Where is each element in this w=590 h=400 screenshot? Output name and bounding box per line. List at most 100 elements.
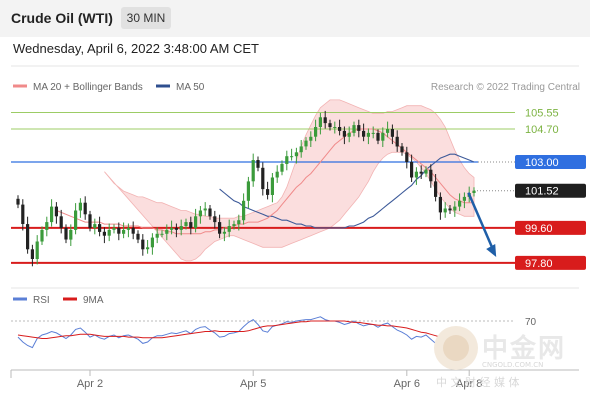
candle-body [222,231,226,234]
chart-timestamp: Wednesday, April 6, 2022 3:48:00 AM CET [13,41,259,56]
candle-body [117,227,121,234]
candle-body [184,222,188,226]
candle-body [232,224,236,226]
x-axis-label: Apr 6 [394,378,420,390]
candle-body [410,162,414,178]
ma20-line [56,128,474,235]
candle-body [390,129,394,137]
moving-averages [56,128,475,235]
candle-body [256,160,260,168]
candle-body [261,167,265,190]
candle-body [170,227,174,230]
candle-body [280,163,284,172]
candle-body [126,227,130,230]
level-labels: 105.55 104.70 103.00 101.52 99.60 97.80 [515,108,586,270]
candle-body [424,169,428,174]
candle-body [386,129,390,133]
candle-body [304,140,308,147]
x-axis-label: Apr 8 [456,378,482,390]
candle-body [448,208,452,211]
candle-body [366,132,370,137]
candle-body [102,231,106,236]
candle-body [141,239,145,250]
watermark-logo [434,326,478,370]
candle-body [362,130,366,137]
candle-body [136,233,140,240]
support-label: 99.60 [525,223,553,235]
candle-body [270,177,274,195]
timeframe-badge[interactable]: 30 MIN [121,7,171,29]
candle-body [328,123,332,128]
x-axis-labels: Apr 2 Apr 5 Apr 6 Apr 8 [77,370,482,390]
candle-body [218,222,222,234]
header-bar [0,0,590,37]
candle-body [189,222,193,228]
candle-body [458,200,462,207]
candle-body [400,146,404,153]
candle-body [376,132,380,141]
candle-body [414,171,418,178]
rsi-ma9-line [17,320,474,342]
candle-body [266,189,270,195]
candle-body [472,190,476,193]
candle-body [429,169,433,182]
instrument-title: Crude Oil (WTI) [11,10,113,26]
forecast-arrow-line [467,192,495,251]
x-axis-label: Apr 2 [77,378,103,390]
candle-body [122,229,126,234]
candle-body [194,216,198,228]
candle-body [21,204,25,224]
candle-body [275,171,279,178]
candle-body [26,224,30,250]
rsi-legend-label: RSI [33,295,50,306]
support-label-box [515,220,586,235]
candle-body [50,206,54,223]
candle-body [371,132,375,134]
candle-body [98,224,102,232]
candle-body [237,220,241,225]
candle-body [419,171,423,174]
last-label: 101.52 [525,186,559,198]
bollinger-band [104,99,475,262]
candle-body [179,226,183,230]
candle-body [347,132,351,137]
candle-body [405,152,409,162]
candle-body [285,156,289,164]
candle-body [227,226,231,232]
candle-body [309,136,313,141]
candle-body [352,125,356,133]
candle-body [45,222,49,230]
candle-body [107,229,111,236]
candle-body [155,233,159,238]
candle-body [112,227,116,230]
ma50-legend-label: MA 50 [176,82,205,93]
candle-body [160,233,164,235]
candle-body [357,125,361,131]
candle-body [83,202,87,215]
ma50-line [219,153,475,229]
candle-body [30,249,34,259]
candle-body [59,216,63,228]
ma9-legend-label: 9MA [83,295,104,306]
candle-body [54,206,58,217]
candle-body [150,237,154,248]
candle-body [342,130,346,137]
candle-body [213,216,217,223]
watermark-slogan: 中 文 财 经 媒 体 [436,376,520,389]
candle-body [251,160,255,182]
candle-body [434,181,438,197]
rsi-line [17,316,475,349]
candle-body [338,127,342,131]
rsi-level-label: 70 [525,317,537,328]
candle-body [381,132,385,141]
candle-body [198,210,202,217]
candle-body [208,208,212,217]
candle-body [165,229,169,234]
candle-body [314,127,318,137]
candle-body [323,117,327,124]
candle-body [174,227,178,230]
candle-body [453,206,457,211]
x-axis-label: Apr 5 [240,378,266,390]
candle-body [395,136,399,147]
